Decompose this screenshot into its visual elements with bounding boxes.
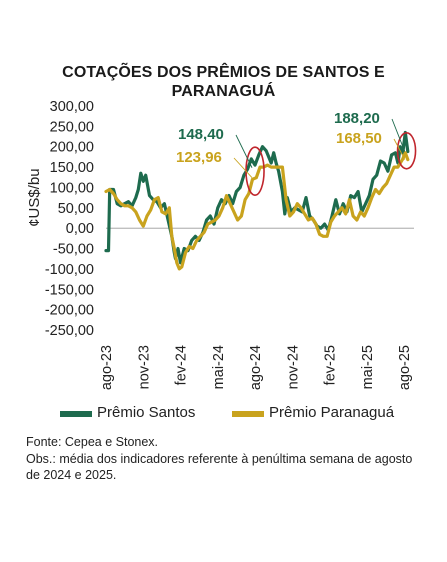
- chart-title-line-1: COTAÇÕES DOS PRÊMIOS DE SANTOS E: [62, 64, 385, 81]
- y-tick-label: -50,00: [53, 242, 94, 258]
- y-tick-label: 250,00: [50, 119, 94, 135]
- legend-swatch-paranagua: [232, 411, 264, 417]
- x-tick-label: nov-24: [285, 345, 301, 389]
- y-tick-label: 200,00: [50, 140, 94, 156]
- chart-title-line-2: PARANAGUÁ: [171, 83, 276, 100]
- annotation-label: 168,50: [336, 130, 382, 147]
- y-tick-label: 0,00: [66, 221, 94, 237]
- highlight-ellipse-ago-25: [396, 132, 417, 170]
- legend-swatch-santos: [60, 411, 92, 417]
- y-tick-label: 300,00: [50, 99, 94, 115]
- x-tick-label: nov-23: [136, 345, 152, 389]
- source-note: Fonte: Cepea e Stonex.: [26, 435, 159, 449]
- annotation-label: 188,20: [334, 110, 380, 127]
- y-tick-label: -100,00: [45, 262, 94, 278]
- y-tick-label: -250,00: [45, 323, 94, 339]
- observation-note: Obs.: média dos indicadores referente à …: [26, 452, 413, 482]
- legend-label-santos: Prêmio Santos: [97, 404, 196, 421]
- series-line-santos: [104, 130, 410, 265]
- x-tick-label: ago-24: [248, 345, 264, 390]
- x-tick-label: fev-25: [323, 345, 339, 385]
- x-tick-label: mai-24: [211, 345, 227, 389]
- annotation-leader: [233, 157, 253, 179]
- y-tick-label: -150,00: [45, 282, 94, 298]
- y-tick-label: 150,00: [50, 160, 94, 176]
- annotation-leader: [235, 134, 253, 168]
- x-tick-label: ago-25: [397, 345, 413, 390]
- series-line-paranagua: [104, 151, 410, 271]
- x-tick-label: ago-23: [99, 345, 115, 390]
- y-tick-label: 100,00: [50, 180, 94, 196]
- y-axis-label: ¢US$/bu: [26, 168, 43, 226]
- y-tick-label: -200,00: [45, 303, 94, 319]
- x-tick-label: mai-25: [360, 345, 376, 389]
- y-tick-label: 50,00: [58, 201, 94, 217]
- annotation-leader: [391, 118, 406, 152]
- legend-label-paranagua: Prêmio Paranaguá: [269, 404, 395, 421]
- x-tick-label: fev-24: [174, 345, 190, 385]
- annotation-label: 148,40: [178, 126, 224, 143]
- annotation-label: 123,96: [176, 149, 222, 166]
- highlight-ellipse-ago-24: [245, 146, 265, 196]
- annotation-leader: [393, 138, 406, 160]
